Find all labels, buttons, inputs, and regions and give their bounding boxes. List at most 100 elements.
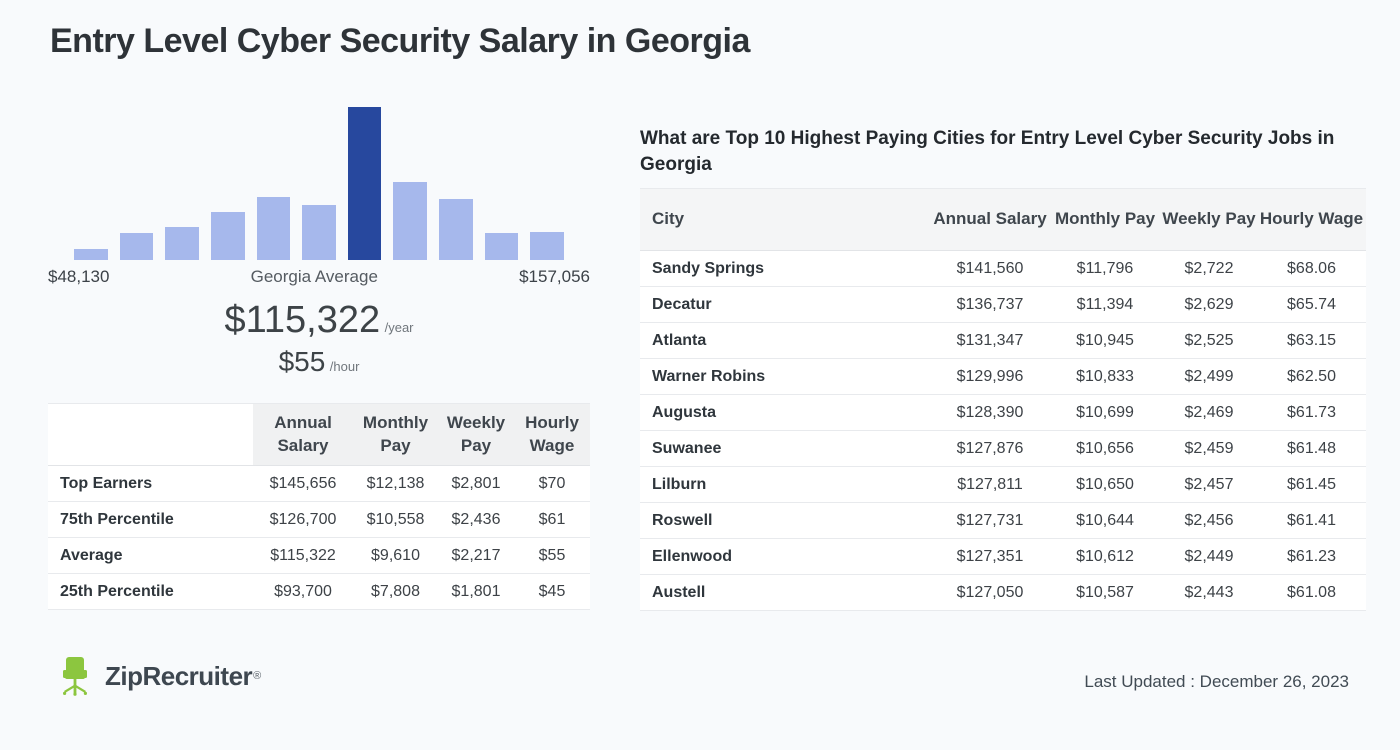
monthly-pay-value: $11,394	[1076, 295, 1134, 313]
weekly-pay-value: $2,436	[451, 510, 501, 528]
histogram-bar	[439, 199, 473, 260]
annual-salary-value: $93,700	[274, 582, 332, 600]
hourly-wage-value: $65.74	[1287, 295, 1336, 313]
city-name: Atlanta	[652, 331, 707, 349]
average-hourly-wage: $55 /hour	[48, 346, 590, 378]
weekly-pay-value: $2,499	[1184, 367, 1234, 385]
page-title: Entry Level Cyber Security Salary in Geo…	[50, 22, 750, 60]
city-name: Roswell	[652, 511, 713, 529]
table-row: Warner Robins $129,996 $10,833 $2,499 $6…	[640, 359, 1366, 395]
row-label: Top Earners	[60, 474, 153, 492]
weekly-pay-value: $2,722	[1184, 259, 1234, 277]
brand-name: ZipRecruiter	[105, 660, 253, 691]
annual-salary-value: $141,560	[956, 259, 1024, 277]
table-row: Atlanta $131,347 $10,945 $2,525 $63.15	[640, 323, 1366, 359]
annual-salary-value: $127,050	[956, 583, 1024, 601]
header-weekly-pay: Weekly Pay	[1161, 188, 1257, 251]
axis-min-label: $48,130	[48, 267, 110, 286]
table-row: Augusta $128,390 $10,699 $2,469 $61.73	[640, 395, 1366, 431]
hourly-wage-value: $61.08	[1287, 583, 1336, 601]
hourly-wage-value: $61	[538, 510, 566, 528]
table-row: 75th Percentile $126,700 $10,558 $2,436 …	[48, 502, 590, 538]
hourly-wage-value: $61.45	[1287, 475, 1336, 493]
city-name: Austell	[652, 583, 706, 601]
annual-salary-value: $136,737	[956, 295, 1024, 313]
monthly-pay-value: $12,138	[366, 474, 425, 492]
header-blank	[48, 403, 253, 466]
table-row: Decatur $136,737 $11,394 $2,629 $65.74	[640, 287, 1366, 323]
histogram-bar	[530, 232, 565, 260]
weekly-pay-value: $1,801	[451, 582, 501, 600]
header-monthly-pay: Monthly Pay	[1049, 188, 1161, 251]
weekly-pay-value: $2,456	[1184, 511, 1234, 529]
top-cities-title-line2: Georgia	[640, 153, 712, 175]
ziprecruiter-logo: ZipRecruiter ®	[57, 656, 261, 696]
monthly-pay-value: $10,656	[1076, 439, 1134, 457]
header-annual-salary: Annual Salary	[931, 188, 1049, 251]
monthly-pay-value: $10,833	[1076, 367, 1134, 385]
weekly-pay-value: $2,443	[1184, 583, 1234, 601]
monthly-pay-value: $10,650	[1076, 475, 1134, 493]
histogram-bar	[484, 233, 519, 260]
weekly-pay-value: $2,457	[1184, 475, 1234, 493]
hourly-wage-value: $68.06	[1287, 259, 1336, 277]
histogram-bar	[393, 182, 428, 260]
histogram-bar	[210, 212, 245, 260]
weekly-pay-value: $2,801	[451, 474, 501, 492]
monthly-pay-value: $10,644	[1076, 511, 1134, 529]
histogram-bar-highlighted	[347, 107, 382, 260]
annual-salary-value: $127,811	[957, 475, 1023, 493]
average-annual-value: $115,322	[224, 299, 381, 341]
hourly-wage-value: $61.73	[1287, 403, 1336, 421]
annual-salary-value: $131,347	[956, 331, 1024, 349]
table-row: Top Earners $145,656 $12,138 $2,801 $70	[48, 466, 590, 502]
histogram-bar	[256, 197, 291, 260]
annual-salary-value: $127,876	[956, 439, 1024, 457]
histogram-axis-labels: $48,130 Georgia Average $157,056	[48, 267, 590, 287]
table-row: Suwanee $127,876 $10,656 $2,459 $61.48	[640, 431, 1366, 467]
monthly-pay-value: $10,945	[1076, 331, 1134, 349]
row-label: Average	[60, 546, 123, 564]
percentile-table-header-row: Annual Salary Monthly Pay Weekly Pay Hou…	[48, 403, 590, 466]
monthly-pay-value: $7,808	[371, 582, 420, 600]
header-hourly-wage: Hourly Wage	[514, 403, 590, 466]
header-monthly-pay: Monthly Pay	[353, 403, 438, 466]
table-row: Austell $127,050 $10,587 $2,443 $61.08	[640, 575, 1366, 611]
axis-max-label: $157,056	[519, 267, 590, 286]
average-hourly-value: $55	[278, 346, 326, 377]
percentile-table: Annual Salary Monthly Pay Weekly Pay Hou…	[48, 403, 590, 610]
hourly-wage-value: $45	[538, 582, 566, 600]
last-updated-text: Last Updated : December 26, 2023	[1084, 672, 1349, 691]
average-annual-unit: /year	[384, 320, 414, 335]
table-row: Average $115,322 $9,610 $2,217 $55	[48, 538, 590, 574]
city-name: Ellenwood	[652, 547, 732, 565]
average-annual-salary: $115,322 /year	[48, 299, 590, 342]
top-cities-table: City Annual Salary Monthly Pay Weekly Pa…	[640, 188, 1366, 611]
hourly-wage-value: $55	[538, 546, 566, 564]
top-cities-title-line1: What are Top 10 Highest Paying Cities fo…	[640, 128, 1335, 149]
hourly-wage-value: $61.41	[1287, 511, 1336, 529]
weekly-pay-value: $2,629	[1184, 295, 1234, 313]
histogram-bar	[74, 249, 108, 260]
histogram-bar	[165, 227, 199, 260]
histogram-bar	[119, 233, 154, 260]
annual-salary-value: $126,700	[269, 510, 337, 528]
monthly-pay-value: $9,610	[371, 546, 420, 564]
hourly-wage-value: $63.15	[1287, 331, 1336, 349]
monthly-pay-value: $10,699	[1076, 403, 1134, 421]
monthly-pay-value: $10,558	[366, 510, 425, 528]
office-chair-icon	[63, 657, 87, 696]
annual-salary-value: $115,322	[270, 546, 336, 564]
hourly-wage-value: $61.48	[1287, 439, 1336, 457]
city-name: Augusta	[652, 403, 716, 421]
row-label: 75th Percentile	[60, 510, 174, 528]
table-row: Sandy Springs $141,560 $11,796 $2,722 $6…	[640, 251, 1366, 287]
registered-mark: ®	[253, 670, 262, 682]
axis-center-label: Georgia Average	[250, 267, 378, 286]
monthly-pay-value: $10,587	[1076, 583, 1134, 601]
annual-salary-value: $129,996	[956, 367, 1024, 385]
hourly-wage-value: $62.50	[1287, 367, 1336, 385]
table-row: Ellenwood $127,351 $10,612 $2,449 $61.23	[640, 539, 1366, 575]
table-row: Roswell $127,731 $10,644 $2,456 $61.41	[640, 503, 1366, 539]
